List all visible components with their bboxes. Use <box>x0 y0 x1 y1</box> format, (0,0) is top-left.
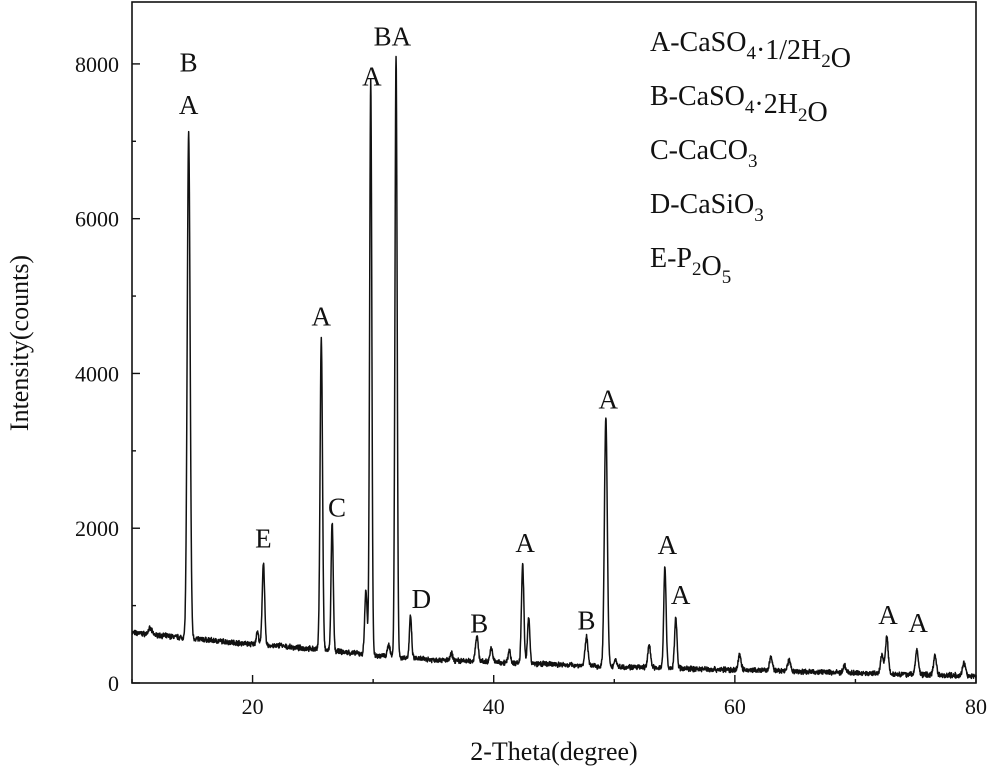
y-tick-label: 2000 <box>75 516 119 541</box>
legend: A-CaSO4·1/2H2O B-CaSO4·2H2O C-CaCO3 D-CaSiO… <box>650 27 851 288</box>
legend-entry: B-CaSO4·2H2O <box>650 81 828 128</box>
x-tick-label: 40 <box>483 694 505 719</box>
y-axis-label: Intensity(counts) <box>5 255 34 431</box>
peak-label: A <box>658 530 678 560</box>
y-tick-label: 4000 <box>75 361 119 386</box>
y-tick-label: 8000 <box>75 52 119 77</box>
peak-label: A <box>515 528 535 558</box>
peak-label: A <box>878 600 898 630</box>
legend-entry: A-CaSO4·1/2H2O <box>650 27 851 74</box>
peak-label: A <box>908 608 928 638</box>
plot-frame <box>131 1 977 684</box>
y-tick-label: 0 <box>108 671 119 696</box>
peak-label: C <box>328 493 346 523</box>
y-tick-label: 6000 <box>75 207 119 232</box>
xrd-trace <box>131 55 977 680</box>
x-axis-label: 2-Theta(degree) <box>470 737 637 766</box>
peak-label: D <box>412 584 432 614</box>
peak-label: BA <box>374 21 412 51</box>
x-tick-label: 20 <box>242 694 264 719</box>
peak-label: B <box>180 48 198 78</box>
peak-label: A <box>671 580 691 610</box>
x-tick-label: 80 <box>965 694 987 719</box>
peak-label: A <box>599 384 619 414</box>
peak-label: B <box>578 606 596 636</box>
peak-label: A <box>362 62 382 92</box>
axis-ticks <box>131 63 977 684</box>
legend-entry: D-CaSiO3 <box>650 189 764 226</box>
x-tick-label: 60 <box>724 694 746 719</box>
peak-label: B <box>470 609 488 639</box>
peak-label: A <box>179 90 199 120</box>
peak-label: E <box>255 524 272 554</box>
legend-entry: C-CaCO3 <box>650 135 758 172</box>
peak-label: A <box>312 301 332 331</box>
legend-entry: E-P2O5 <box>650 243 731 288</box>
axis-tick-labels: 20 40 60 80 0 2000 4000 6000 8000 <box>75 52 987 719</box>
